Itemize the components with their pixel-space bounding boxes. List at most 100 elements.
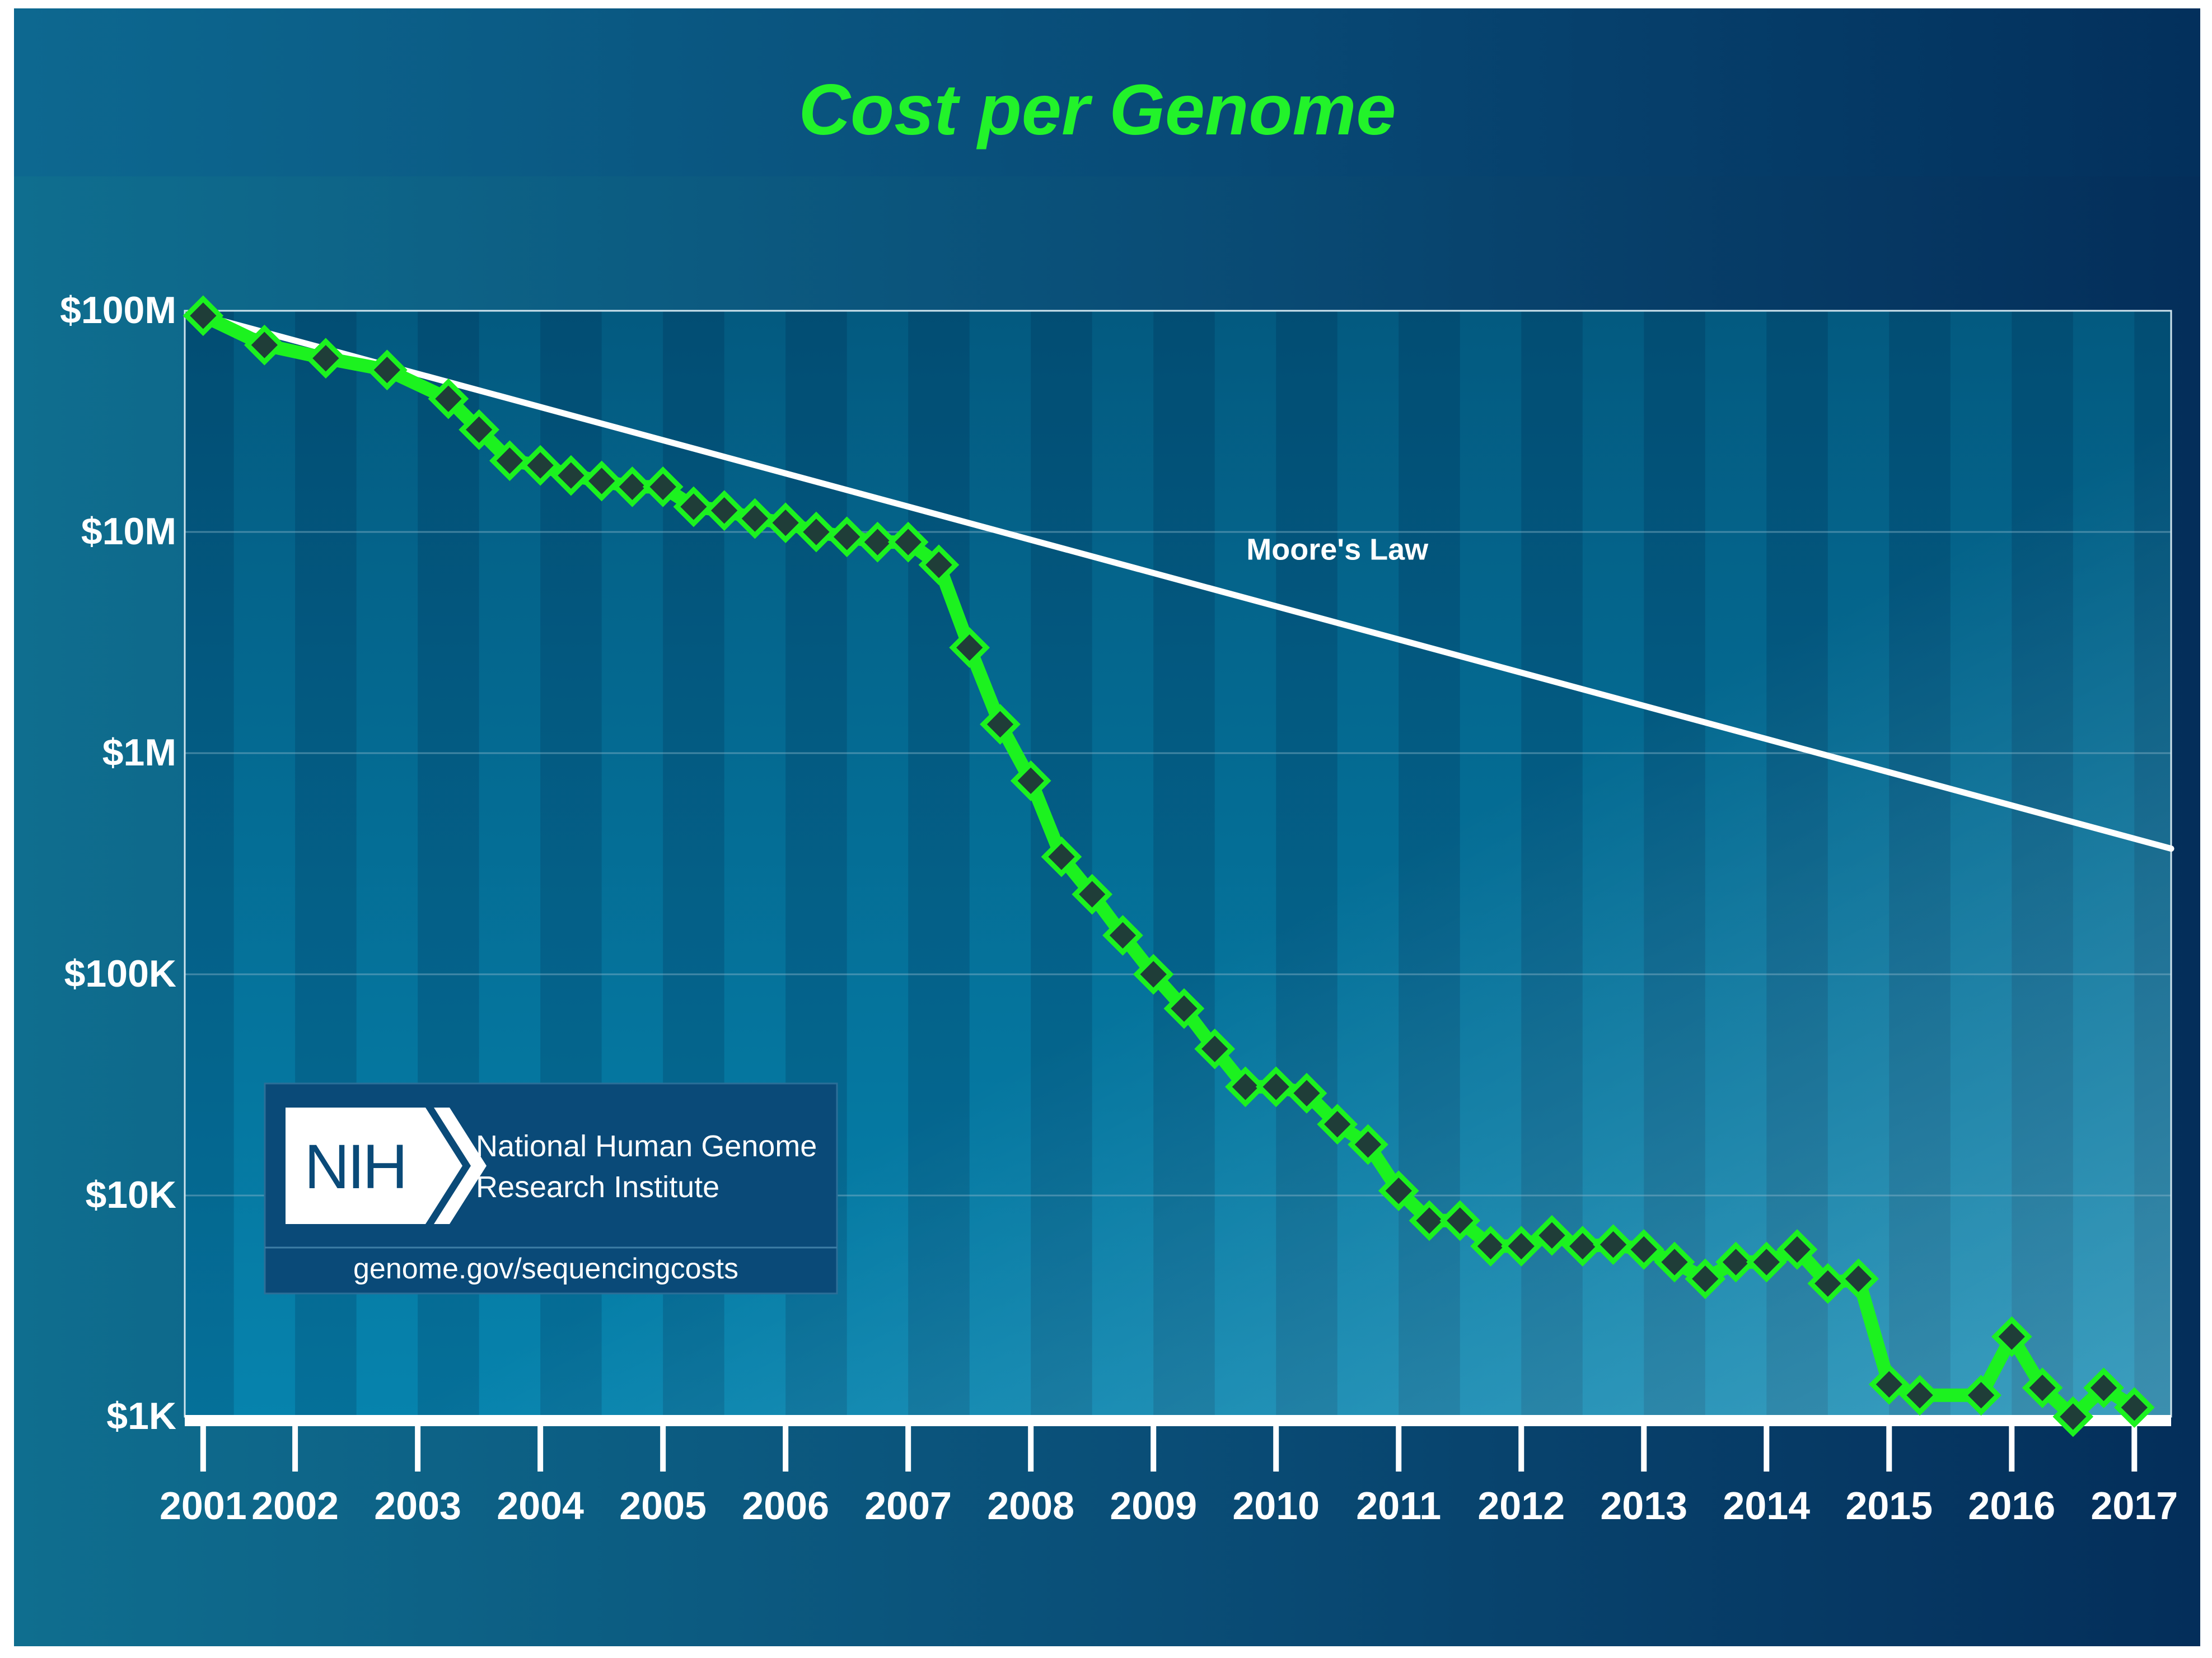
- data-point: [1776, 1229, 1818, 1270]
- x-tick-label: 2006: [742, 1484, 829, 1528]
- data-point: [796, 511, 837, 553]
- data-point: [550, 455, 592, 496]
- data-point: [520, 445, 561, 486]
- nih-logo-abbr: NIH: [305, 1132, 406, 1202]
- x-tick-label: 2007: [864, 1484, 952, 1528]
- annotations: Moore's Law: [1246, 533, 1429, 566]
- header-band: [14, 8, 2200, 176]
- data-point: [489, 440, 530, 482]
- data-point: [826, 516, 868, 558]
- data-point: [581, 460, 623, 502]
- data-point: [1654, 1241, 1695, 1283]
- x-tick-mark: [905, 1417, 911, 1472]
- data-point: [612, 466, 653, 507]
- data-point: [2052, 1396, 2094, 1437]
- data-point: [244, 324, 285, 366]
- y-tick-label: $1M: [102, 731, 176, 774]
- data-point: [2022, 1367, 2063, 1408]
- data-point: [1317, 1104, 1358, 1145]
- data-point: [857, 521, 898, 563]
- data-point: [1531, 1215, 1573, 1256]
- data-point: [1685, 1258, 1726, 1300]
- x-tick-mark: [783, 1417, 789, 1472]
- data-point: [1562, 1226, 1603, 1267]
- x-tick-label: 2017: [2091, 1484, 2178, 1528]
- data-point: [1868, 1363, 1910, 1405]
- data-point: [704, 490, 745, 531]
- data-point: [305, 338, 347, 379]
- data-point: [765, 502, 806, 544]
- data-point: [949, 627, 990, 668]
- x-tick-label: 2009: [1110, 1484, 1197, 1528]
- nih-badge-chevron-icon: [434, 1108, 487, 1224]
- data-point: [1746, 1241, 1787, 1283]
- x-tick-mark: [200, 1417, 206, 1472]
- data-point: [1593, 1224, 1634, 1265]
- data-point: [183, 295, 224, 337]
- nih-logo-name-line1: National Human Genome: [476, 1129, 817, 1163]
- moores-law-series: [200, 312, 2174, 852]
- x-tick-mark: [1151, 1417, 1157, 1472]
- y-tick-label: $1K: [106, 1395, 176, 1437]
- x-tick-mark: [1396, 1417, 1402, 1472]
- x-tick-mark: [1764, 1417, 1770, 1472]
- data-point: [887, 521, 929, 563]
- x-tick-label: 2013: [1600, 1484, 1687, 1528]
- x-tick-label: 2011: [1356, 1484, 1441, 1528]
- data-point: [1500, 1226, 1542, 1267]
- data-point: [642, 466, 684, 507]
- x-tick-mark: [415, 1417, 421, 1472]
- data-point: [1715, 1241, 1756, 1283]
- x-tick-mark: [1518, 1417, 1524, 1472]
- data-point: [1991, 1316, 2032, 1357]
- data-point: [2083, 1367, 2124, 1408]
- data-point: [428, 378, 469, 419]
- x-tick-label: 2015: [1845, 1484, 1933, 1528]
- x-tick-label: 2014: [1723, 1484, 1810, 1528]
- data-point: [367, 349, 408, 391]
- y-tick-label: $10M: [81, 510, 176, 553]
- data-point: [1010, 760, 1051, 801]
- data-point: [1225, 1066, 1266, 1108]
- x-tick-label: 2002: [251, 1484, 339, 1528]
- data-point: [1348, 1124, 1388, 1165]
- nih-badge-icon: [286, 1108, 462, 1224]
- data-point: [735, 498, 775, 539]
- x-tick-mark: [660, 1417, 666, 1472]
- chart-title: Cost per Genome: [799, 70, 1396, 150]
- x-tick-label: 2001: [160, 1484, 247, 1528]
- data-point: [1961, 1375, 2001, 1416]
- x-tick-label: 2016: [1968, 1484, 2055, 1528]
- x-axis: [185, 1415, 2171, 1472]
- data-point: [1899, 1375, 1940, 1416]
- nih-logo-name-line2: Research Institute: [476, 1170, 719, 1204]
- y-tick-label: $10K: [85, 1174, 176, 1216]
- x-tick-label: 2004: [497, 1484, 584, 1528]
- data-point: [673, 486, 714, 527]
- x-tick-label: 2005: [619, 1484, 707, 1528]
- nih-logo-box: NIH National Human Genome Research Insti…: [264, 1082, 838, 1295]
- data-point: [1133, 954, 1174, 995]
- x-tick-mark: [1641, 1417, 1647, 1472]
- data-point: [1838, 1258, 1879, 1300]
- nih-logo-url: genome.gov/sequencingcosts: [353, 1253, 738, 1285]
- data-point: [1623, 1229, 1664, 1270]
- data-point: [1194, 1028, 1236, 1069]
- data-point: [1163, 988, 1205, 1029]
- x-tick-mark: [2009, 1417, 2015, 1472]
- data-point: [1409, 1200, 1450, 1241]
- x-tick-mark: [292, 1417, 298, 1472]
- data-point: [1072, 874, 1113, 915]
- data-point: [459, 409, 499, 450]
- y-axis-tick-labels: $100M $10M $1M $100K $10K $1K: [60, 289, 176, 1437]
- data-point: [980, 704, 1021, 745]
- x-tick-label: 2012: [1477, 1484, 1565, 1528]
- data-point: [2113, 1387, 2155, 1428]
- annotation-label: Moore's Law: [1246, 533, 1429, 566]
- data-point: [1439, 1200, 1481, 1241]
- x-axis-bar: [185, 1415, 2171, 1426]
- data-point: [1041, 836, 1082, 877]
- x-tick-mark: [537, 1417, 544, 1472]
- x-tick-mark: [2131, 1417, 2138, 1472]
